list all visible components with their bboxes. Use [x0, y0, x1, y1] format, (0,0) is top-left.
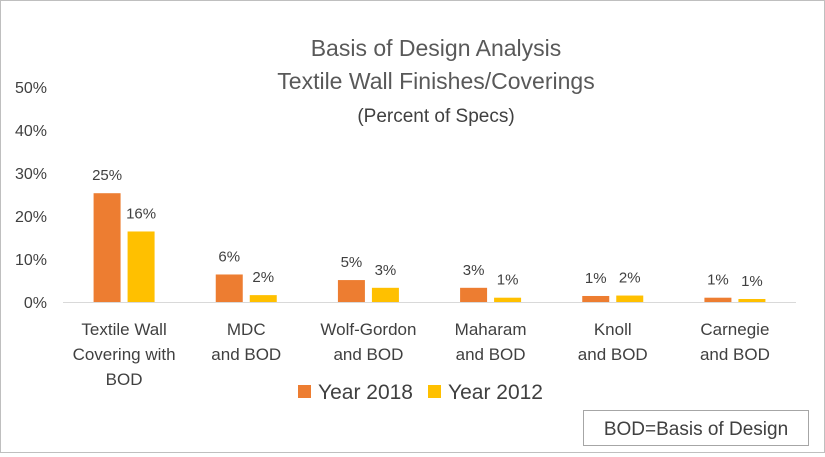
bar-year-2018 [94, 193, 121, 302]
data-label: 1% [585, 270, 607, 287]
data-label: 6% [218, 248, 240, 265]
data-label: 2% [252, 269, 274, 286]
y-tick-label: 30% [15, 166, 47, 183]
annotation-box: BOD=Basis of Design [584, 411, 809, 446]
y-tick-label: 40% [15, 123, 47, 140]
bar-year-2018 [338, 280, 365, 302]
chart-title-line: Basis of Design Analysis [311, 35, 562, 61]
y-tick-label: 0% [24, 295, 47, 312]
y-tick-label: 50% [15, 80, 47, 97]
y-tick-label: 20% [15, 209, 47, 226]
bar-year-2012 [250, 295, 277, 302]
data-label: 3% [375, 262, 397, 279]
y-axis: 0% 10% 20% 30% 40% 50% [15, 80, 47, 312]
bars [94, 193, 766, 302]
data-label: 5% [341, 254, 363, 271]
category-label: Textile Wall Covering with BOD [73, 320, 176, 389]
category-label: Carnegie and BOD [700, 320, 770, 364]
legend-label: Year 2018 [318, 381, 413, 404]
data-label: 1% [497, 272, 519, 289]
bar-year-2018 [216, 274, 243, 302]
bar-year-2012 [738, 299, 765, 302]
bar-year-2012 [372, 288, 399, 302]
data-label: 3% [463, 262, 485, 279]
category-label: Maharam and BOD [455, 320, 527, 364]
legend: Year 2018 Year 2012 [298, 381, 543, 404]
data-label: 16% [126, 205, 156, 222]
data-label: 1% [707, 272, 729, 289]
bar-year-2018 [704, 298, 731, 302]
category-label: Wolf-Gordon and BOD [320, 320, 416, 364]
data-labels: 25% 16% 6% 2% 5% 3% 3% 1% 1% 2% 1% 1% [92, 167, 763, 290]
bar-year-2018 [582, 296, 609, 302]
category-label: Knoll and BOD [578, 320, 648, 364]
bar-year-2012 [128, 231, 155, 302]
legend-swatch [428, 385, 441, 398]
data-label: 2% [619, 270, 641, 287]
data-label: 25% [92, 167, 122, 184]
chart-title-line: Textile Wall Finishes/Coverings [277, 68, 594, 94]
x-axis: Textile Wall Covering with BOD MDC and BOD Wo… [63, 303, 796, 390]
data-label: 1% [741, 273, 763, 290]
bar-year-2012 [494, 298, 521, 302]
chart-subtitle: (Percent of Specs) [357, 106, 514, 127]
bar-year-2018 [460, 288, 487, 302]
legend-label: Year 2012 [448, 381, 543, 404]
chart-frame: Basis of Design Analysis Textile Wall Fin… [0, 0, 825, 453]
bar-year-2012 [616, 296, 643, 302]
category-label: MDC and BOD [211, 320, 281, 364]
bar-chart: Basis of Design Analysis Textile Wall Fin… [1, 1, 824, 452]
chart-subtitle-text: (Percent of Specs) [357, 106, 514, 127]
chart-title: Basis of Design Analysis Textile Wall Fin… [277, 35, 594, 94]
y-tick-label: 10% [15, 252, 47, 269]
annotation-text: BOD=Basis of Design [604, 419, 788, 440]
legend-swatch [298, 385, 311, 398]
